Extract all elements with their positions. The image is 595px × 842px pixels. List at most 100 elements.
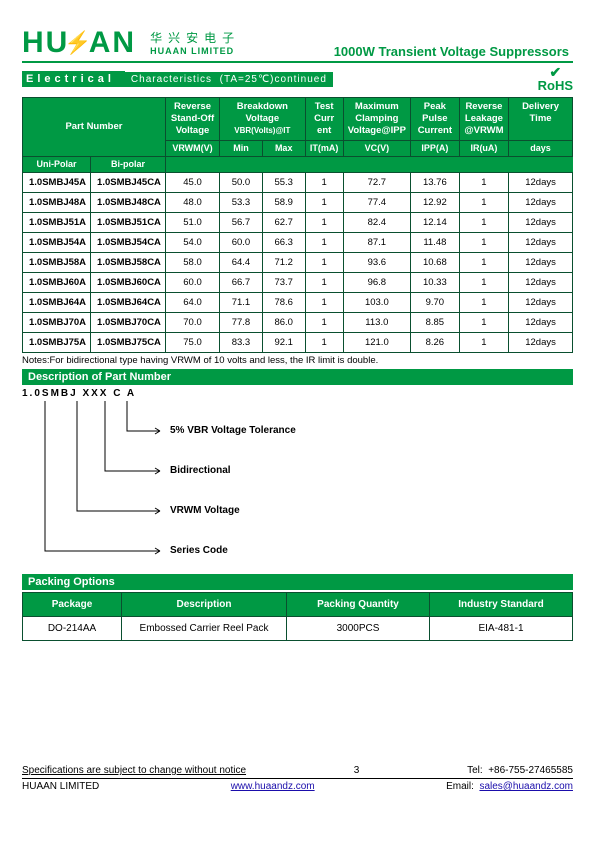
footer-tel: Tel: +86-755-27465585 — [467, 765, 573, 776]
rohs-label: RoHS — [538, 78, 573, 93]
th-days: days — [509, 140, 573, 156]
td-ir: 1 — [459, 233, 508, 253]
logo-text-2: AN — [89, 26, 136, 59]
footer-company: HUAAN LIMITED — [22, 781, 99, 792]
tel-value: +86-755-27465585 — [488, 765, 573, 776]
td-deliv: 12days — [509, 333, 573, 353]
td-ir: 1 — [459, 213, 508, 233]
th-breakdown-t: Breakdown Voltage — [237, 101, 288, 124]
td-min: 50.0 — [220, 173, 263, 193]
th-quantity: Packing Quantity — [287, 593, 430, 617]
td-it: 1 — [305, 293, 343, 313]
footer-disclaimer: Specifications are subject to change wit… — [22, 765, 246, 776]
td-bipolar: 1.0SMBJ45CA — [91, 173, 166, 193]
td-min: 56.7 — [220, 213, 263, 233]
td-unipolar: 1.0SMBJ64A — [23, 293, 91, 313]
packing-title: Packing Options — [22, 574, 573, 590]
table-notes: Notes:For bidirectional type having VRWM… — [22, 355, 573, 366]
td-deliv: 12days — [509, 173, 573, 193]
tel-label: Tel: — [467, 765, 483, 776]
td-vrwm: 64.0 — [165, 293, 219, 313]
label-vrwm: VRWM Voltage — [170, 505, 240, 516]
td-min: 71.1 — [220, 293, 263, 313]
td-it: 1 — [305, 333, 343, 353]
td-min: 83.3 — [220, 333, 263, 353]
td-deliv: 12days — [509, 313, 573, 333]
td-standard: EIA-481-1 — [430, 617, 573, 641]
label-bidirectional: Bidirectional — [170, 465, 231, 476]
td-ipp: 12.14 — [410, 213, 459, 233]
email-link[interactable]: sales@huaandz.com — [479, 781, 573, 792]
td-deliv: 12days — [509, 253, 573, 273]
section-cond: (TA=25℃)continued — [220, 74, 327, 85]
td-unipolar: 1.0SMBJ54A — [23, 233, 91, 253]
brand-en: HUAAN LIMITED — [150, 46, 240, 58]
table-row: 1.0SMBJ45A1.0SMBJ45CA45.050.055.3172.713… — [23, 173, 573, 193]
table-row: 1.0SMBJ60A1.0SMBJ60CA60.066.773.7196.810… — [23, 273, 573, 293]
table-row: 1.0SMBJ54A1.0SMBJ54CA54.060.066.3187.111… — [23, 233, 573, 253]
brand-cn: 华兴安电子 — [150, 31, 240, 47]
th-reverse-leakage: Reverse Leakage @VRWM — [459, 98, 508, 141]
td-max: 73.7 — [262, 273, 305, 293]
logo-text-1: HU — [22, 26, 69, 59]
td-ipp: 10.68 — [410, 253, 459, 273]
th-description: Description — [122, 593, 287, 617]
td-it: 1 — [305, 233, 343, 253]
td-ir: 1 — [459, 193, 508, 213]
td-vrwm: 60.0 — [165, 273, 219, 293]
td-max: 55.3 — [262, 173, 305, 193]
th-vbr-at-it: VBR(Volts)@IT — [234, 126, 290, 135]
td-min: 77.8 — [220, 313, 263, 333]
td-it: 1 — [305, 193, 343, 213]
td-vc: 72.7 — [343, 173, 410, 193]
td-vrwm: 70.0 — [165, 313, 219, 333]
td-bipolar: 1.0SMBJ58CA — [91, 253, 166, 273]
th-bipolar: Bi-polar — [91, 156, 166, 172]
td-ipp: 9.70 — [410, 293, 459, 313]
td-deliv: 12days — [509, 193, 573, 213]
td-min: 66.7 — [220, 273, 263, 293]
td-vrwm: 58.0 — [165, 253, 219, 273]
td-ir: 1 — [459, 333, 508, 353]
rohs-badge: ✔ RoHS — [538, 65, 573, 93]
td-it: 1 — [305, 313, 343, 333]
th-delivery: Delivery Time — [509, 98, 573, 141]
pn-example: 1.0SMBJ XXX C A — [22, 388, 573, 399]
website-link[interactable]: www.huaandz.com — [231, 781, 315, 792]
td-bipolar: 1.0SMBJ70CA — [91, 313, 166, 333]
td-vc: 121.0 — [343, 333, 410, 353]
td-unipolar: 1.0SMBJ45A — [23, 173, 91, 193]
packing-row: DO-214AA Embossed Carrier Reel Pack 3000… — [23, 617, 573, 641]
td-deliv: 12days — [509, 273, 573, 293]
td-it: 1 — [305, 173, 343, 193]
td-vc: 87.1 — [343, 233, 410, 253]
td-ir: 1 — [459, 313, 508, 333]
td-ir: 1 — [459, 273, 508, 293]
packing-table: Package Description Packing Quantity Ind… — [22, 592, 573, 641]
td-max: 71.2 — [262, 253, 305, 273]
td-max: 62.7 — [262, 213, 305, 233]
th-reverse-standoff: Reverse Stand-Off Voltage — [165, 98, 219, 141]
th-ipp-a: IPP(A) — [410, 140, 459, 156]
td-ir: 1 — [459, 253, 508, 273]
th-package: Package — [23, 593, 122, 617]
table-row: 1.0SMBJ58A1.0SMBJ58CA58.064.471.2193.610… — [23, 253, 573, 273]
th-breakdown: Breakdown Voltage VBR(Volts)@IT — [220, 98, 306, 141]
th-peak-pulse: Peak Pulse Current — [410, 98, 459, 141]
section-title-row: Electrical Characteristics (TA=25℃)conti… — [22, 65, 573, 93]
td-bipolar: 1.0SMBJ51CA — [91, 213, 166, 233]
td-max: 66.3 — [262, 233, 305, 253]
td-it: 1 — [305, 213, 343, 233]
td-deliv: 12days — [509, 213, 573, 233]
td-vrwm: 51.0 — [165, 213, 219, 233]
table-row: 1.0SMBJ64A1.0SMBJ64CA64.071.178.61103.09… — [23, 293, 573, 313]
page-footer: Specifications are subject to change wit… — [22, 761, 573, 792]
td-deliv: 12days — [509, 233, 573, 253]
td-deliv: 12days — [509, 293, 573, 313]
th-ir-ua: IR(uA) — [459, 140, 508, 156]
page-header: HU⚡AN 华兴安电子 HUAAN LIMITED 1000W Transien… — [22, 28, 573, 63]
td-bipolar: 1.0SMBJ75CA — [91, 333, 166, 353]
desc-section-title: Description of Part Number — [22, 369, 573, 385]
td-vrwm: 75.0 — [165, 333, 219, 353]
td-max: 58.9 — [262, 193, 305, 213]
